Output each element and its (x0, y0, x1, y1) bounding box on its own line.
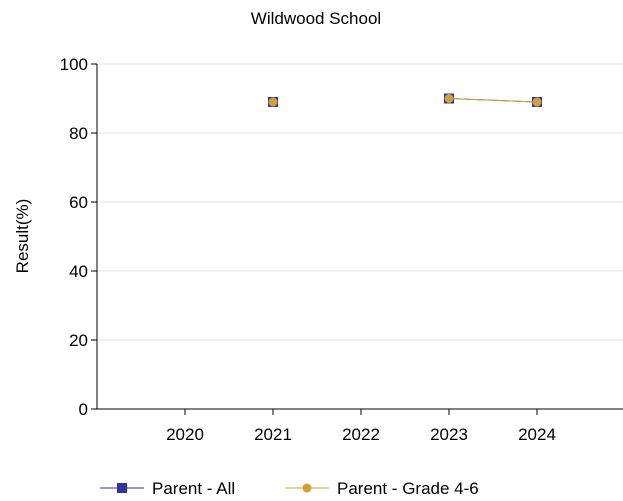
y-axis-ticks: 0 20 40 60 80 100 (60, 55, 97, 419)
x-tick-label: 2022 (342, 425, 380, 444)
y-tick-label: 60 (69, 193, 88, 212)
chart-title: Wildwood School (251, 9, 381, 28)
y-tick-label: 20 (69, 331, 88, 350)
legend-label: Parent - All (152, 479, 235, 498)
legend-swatch-marker (117, 483, 127, 493)
x-tick-label: 2023 (430, 425, 468, 444)
y-tick-label: 80 (69, 124, 88, 143)
series-line-segment (448, 98, 538, 103)
y-tick-label: 100 (60, 55, 88, 74)
y-tick-label: 0 (79, 400, 88, 419)
legend-item: Parent - All (100, 479, 235, 498)
data-point (268, 97, 278, 107)
data-point (444, 94, 454, 103)
series-layer (268, 93, 542, 107)
data-point (532, 97, 542, 107)
legend: Parent - All Parent - Grade 4-6 (100, 479, 479, 498)
series-2 (268, 94, 542, 107)
legend-swatch-marker (302, 483, 312, 493)
gridlines (97, 63, 623, 341)
x-tick-label: 2021 (254, 425, 292, 444)
y-tick-label: 40 (69, 262, 88, 281)
legend-label: Parent - Grade 4-6 (337, 479, 479, 498)
y-axis-label: Result(%) (13, 199, 32, 274)
legend-item: Parent - Grade 4-6 (285, 479, 479, 498)
x-tick-label: 2024 (518, 425, 556, 444)
x-axis-ticks: 2020 2021 2022 2023 2024 (166, 409, 556, 444)
x-tick-label: 2020 (166, 425, 204, 444)
